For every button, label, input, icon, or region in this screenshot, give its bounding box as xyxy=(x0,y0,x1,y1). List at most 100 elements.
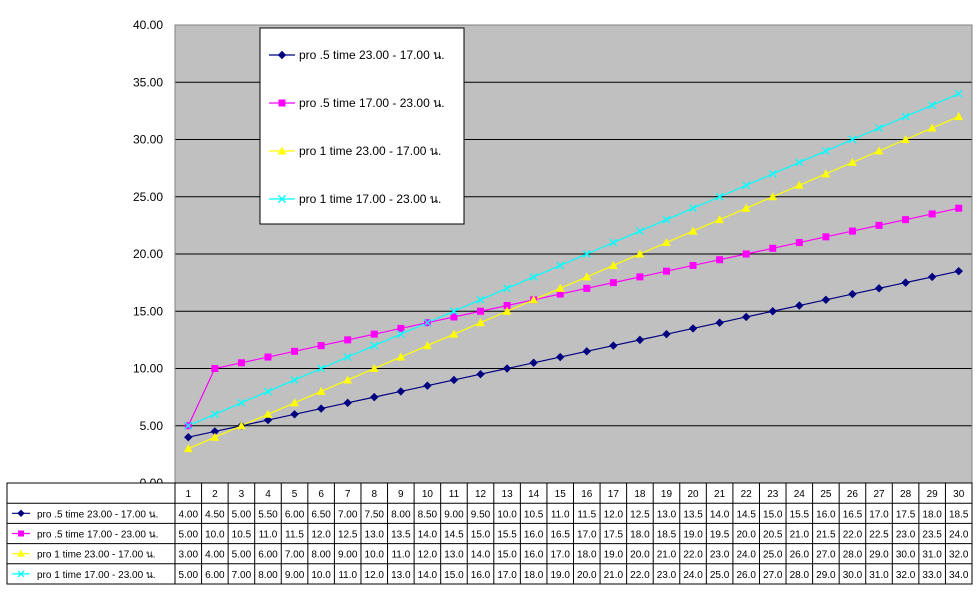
table-cell: 13.5 xyxy=(683,509,703,520)
x-tick-label: 15 xyxy=(555,489,567,500)
table-cell: 9.00 xyxy=(338,550,358,561)
x-tick-label: 23 xyxy=(767,489,779,500)
table-cell: 14.0 xyxy=(471,550,491,561)
data-point xyxy=(237,398,246,407)
table-frame xyxy=(6,482,973,585)
data-point xyxy=(317,364,326,373)
data-point xyxy=(821,169,831,178)
table-cell: 4.50 xyxy=(205,509,225,520)
table-cell: 10.5 xyxy=(232,530,252,541)
data-point xyxy=(396,352,406,361)
table-cell: 26.0 xyxy=(736,570,756,581)
table-cell: 24.0 xyxy=(683,570,703,581)
data-point xyxy=(317,342,325,350)
y-tick-label: 35.00 xyxy=(133,75,163,89)
table-series-label: pro .5 time 17.00 - 23.00 น. xyxy=(37,530,158,541)
data-point xyxy=(184,421,193,430)
table-cell: 30.0 xyxy=(843,570,863,581)
data-point xyxy=(742,181,751,190)
table-cell: 20.0 xyxy=(577,570,597,581)
table-cell: 3.00 xyxy=(179,550,199,561)
y-tick-label: 15.00 xyxy=(133,304,163,318)
series-markers xyxy=(183,89,964,453)
table-cell: 14.5 xyxy=(736,509,756,520)
table-cell: 12.0 xyxy=(604,509,624,520)
data-point xyxy=(902,216,910,224)
x-tick-label: 8 xyxy=(371,489,377,500)
table-cell: 17.5 xyxy=(896,509,916,520)
table-cell: 13.0 xyxy=(391,570,411,581)
data-point xyxy=(449,307,458,316)
table-cell: 5.00 xyxy=(232,509,252,520)
table-cell: 11.5 xyxy=(285,530,304,541)
data-point xyxy=(184,432,193,442)
data-point xyxy=(291,347,299,355)
x-tick-label: 22 xyxy=(741,489,753,500)
x-tick-label: 30 xyxy=(953,489,965,500)
x-tick-label: 19 xyxy=(661,489,673,500)
table-cell: 12.0 xyxy=(365,570,385,581)
table-cell: 8.00 xyxy=(311,550,331,561)
table-cell: 17.0 xyxy=(550,550,570,561)
x-tick-label: 1 xyxy=(186,489,192,500)
data-point xyxy=(449,329,459,338)
data-point xyxy=(263,415,273,425)
table-cell: 9.00 xyxy=(285,570,305,581)
data-point xyxy=(316,386,326,395)
table-cell: 12.0 xyxy=(311,530,331,541)
table-cell: 30.0 xyxy=(896,550,916,561)
data-point xyxy=(689,204,698,213)
x-tick-label: 9 xyxy=(398,489,404,500)
data-point xyxy=(369,363,379,372)
x-tick-label: 29 xyxy=(927,489,939,500)
x-tick-label: 18 xyxy=(634,489,646,500)
legend-label: pro 1 time 23.00 - 17.00 น. xyxy=(299,144,441,158)
x-tick-label: 7 xyxy=(345,489,351,500)
table-cell: 15.0 xyxy=(471,530,491,541)
table-cell: 20.0 xyxy=(630,550,650,561)
data-point xyxy=(822,233,830,241)
table-cell: 17.0 xyxy=(869,509,889,520)
table-cell: 13.0 xyxy=(657,509,677,520)
table-cell: 13.0 xyxy=(444,550,464,561)
table-cell: 29.0 xyxy=(816,570,836,581)
table-series-label: pro 1 time 17.00 - 23.00 น. xyxy=(37,570,156,581)
data-point xyxy=(901,134,910,143)
table-cell: 12.0 xyxy=(418,550,438,561)
table-cell: 23.0 xyxy=(710,550,730,561)
data-point xyxy=(848,157,857,166)
data-point xyxy=(741,312,751,322)
x-tick-label: 12 xyxy=(475,489,487,500)
x-tick-label: 24 xyxy=(794,489,806,500)
x-tick-label: 3 xyxy=(239,489,245,500)
legend-swatch-marker xyxy=(277,146,287,155)
data-point xyxy=(874,146,884,155)
data-point xyxy=(848,135,857,144)
x-tick-label: 27 xyxy=(873,489,885,500)
table-cell: 16.5 xyxy=(550,530,570,541)
data-point xyxy=(635,249,645,258)
data-point xyxy=(768,169,777,178)
table-cell: 28.0 xyxy=(843,550,863,561)
data-point xyxy=(423,381,432,390)
data-point xyxy=(264,387,272,396)
table-cell: 18.0 xyxy=(630,530,650,541)
table-cell: 21.0 xyxy=(604,570,624,581)
data-point xyxy=(927,123,937,132)
legend-box xyxy=(259,27,465,225)
table-cell: 23.5 xyxy=(922,530,942,541)
data-point xyxy=(556,352,565,362)
data-point xyxy=(370,392,379,402)
table-cell: 22.0 xyxy=(630,570,650,581)
legend-swatch-marker xyxy=(277,50,287,60)
table-cell: 6.50 xyxy=(311,509,331,520)
y-tick-label: 5.00 xyxy=(140,419,164,433)
table-cell: 10.0 xyxy=(311,570,331,581)
x-tick-label: 26 xyxy=(847,489,859,500)
table-cell: 13.0 xyxy=(365,530,385,541)
data-point xyxy=(396,387,406,396)
table-cell: 16.0 xyxy=(524,530,544,541)
data-point xyxy=(795,158,804,167)
table-cell: 29.0 xyxy=(869,550,889,561)
data-point xyxy=(529,295,538,304)
